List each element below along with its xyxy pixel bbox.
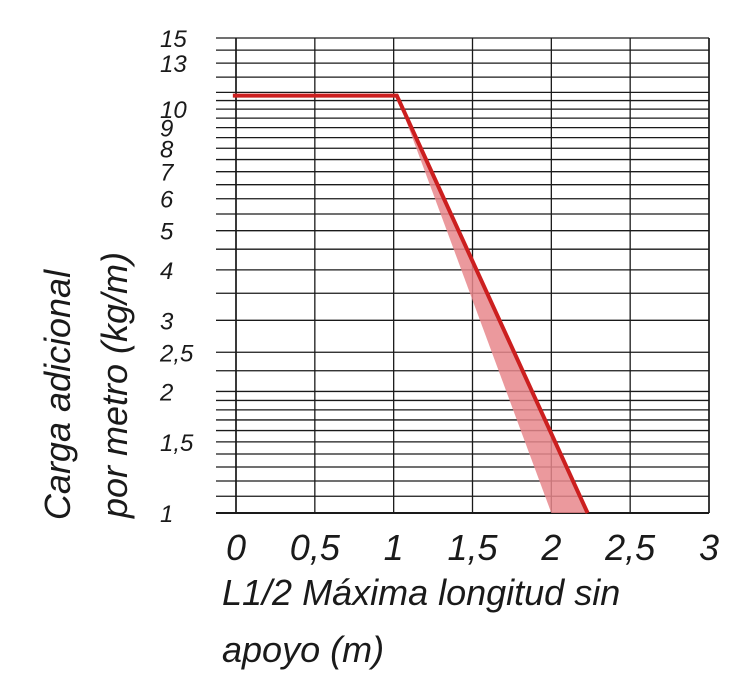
x-tick-label: 0 — [226, 527, 246, 568]
x-tick-label: 1,5 — [447, 527, 498, 568]
x-tick-label: 0,5 — [290, 527, 341, 568]
series-line-1 — [232, 93, 590, 514]
y-axis-title-line-1: Carga adicional — [37, 269, 78, 520]
y-tick-label: 6 — [160, 187, 174, 214]
y-tick-label: 7 — [160, 160, 175, 187]
y-tick-label: 4 — [160, 258, 173, 285]
y-tick-label: 13 — [160, 51, 187, 78]
x-axis-title-line-2: apoyo (m) — [222, 629, 384, 670]
y-tick-label: 1 — [160, 501, 173, 528]
x-axis-title-line-1: L1/2 Máxima longitud sin — [222, 572, 620, 613]
x-tick-label: 2 — [540, 527, 561, 568]
y-tick-label: 15 — [160, 26, 187, 53]
x-tick-label: 2,5 — [604, 527, 656, 568]
x-tick-labels: 0 0,5 1 1,5 2 2,5 3 — [226, 527, 719, 568]
series — [232, 93, 590, 514]
y-tick-label: 8 — [160, 136, 174, 163]
x-tick-label: 1 — [384, 527, 404, 568]
y-tick-label: 9 — [160, 116, 173, 143]
y-tick-label: 10 — [160, 97, 187, 124]
y-axis-title-line-2: por metro (kg/m) — [94, 252, 135, 519]
grid — [216, 37, 710, 514]
y-tick-label: 1,5 — [160, 430, 194, 457]
y-tick-label: 3 — [160, 308, 174, 335]
y-tick-label: 2 — [159, 379, 173, 406]
x-tick-label: 3 — [699, 527, 719, 568]
y-tick-label: 5 — [160, 219, 174, 246]
y-tick-label: 2,5 — [159, 340, 194, 367]
